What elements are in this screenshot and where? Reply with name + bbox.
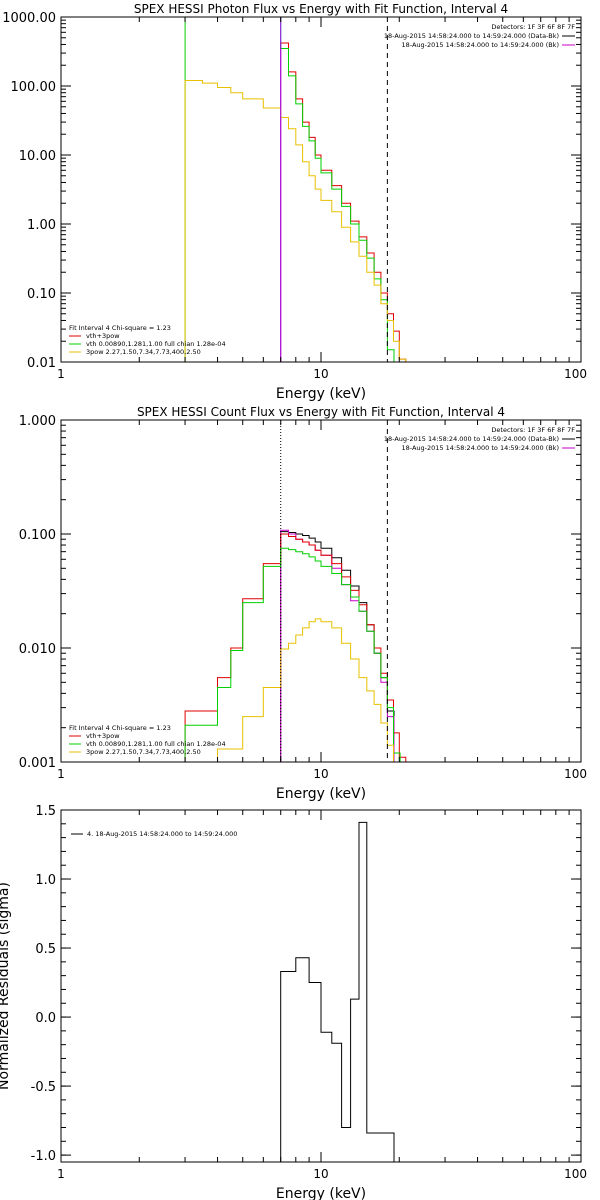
data-series-1 bbox=[280, 42, 407, 362]
info-line: Detectors: 1F 3F 6F 8F 7F bbox=[491, 426, 575, 434]
y-axis-ticks bbox=[61, 419, 581, 763]
legend-title: Fit Interval 4 Chi-square = 1.23 bbox=[69, 724, 171, 732]
y-axis-ticks bbox=[61, 16, 581, 363]
y-tick-label: 1.00 bbox=[27, 218, 56, 233]
x-tick-label: 10 bbox=[313, 367, 328, 381]
legend-entry: vth 0.00890,1.281,1.00 full chian 1.28e-… bbox=[86, 340, 226, 348]
y-tick-label: 0.010 bbox=[19, 642, 56, 657]
y-tick-label: 10.00 bbox=[19, 149, 56, 164]
data-area bbox=[184, 17, 407, 362]
legend: Fit Interval 4 Chi-square = 1.23vth+3pow… bbox=[69, 724, 226, 756]
x-axis-label: Energy (keV) bbox=[276, 1186, 366, 1200]
x-tick-label: 100 bbox=[564, 1167, 587, 1181]
y-tick-label: 0.5 bbox=[35, 942, 56, 957]
y-tick-label: 1.000 bbox=[19, 414, 56, 429]
chart-panel-1: SPEX HESSI Photon Flux vs Energy with Fi… bbox=[2, 2, 587, 402]
data-series-3 bbox=[184, 533, 407, 762]
y-tick-label: 0.01 bbox=[27, 356, 56, 371]
x-axis-label: Energy (keV) bbox=[276, 386, 366, 402]
data-series-2 bbox=[280, 529, 395, 762]
x-axis-label: Energy (keV) bbox=[276, 786, 366, 802]
chart-title: SPEX HESSI Photon Flux vs Energy with Fi… bbox=[134, 2, 508, 16]
x-tick-label: 10 bbox=[313, 1167, 328, 1181]
info-line: Detectors: 1F 3F 6F 8F 7F bbox=[491, 23, 575, 31]
info-line: 18-Aug-2015 14:58:24.000 to 14:59:24.000… bbox=[402, 444, 559, 452]
y-tick-label: 1.0 bbox=[35, 873, 56, 888]
y-axis-label: Normalized Residuals (sigma) bbox=[0, 882, 12, 1090]
plot-frame bbox=[60, 419, 582, 763]
x-axis-ticks bbox=[60, 810, 582, 1162]
data-series-5 bbox=[184, 618, 407, 762]
legend-entry: vth+3pow bbox=[86, 332, 120, 340]
legend-entry: vth+3pow bbox=[86, 732, 120, 740]
chart-panel-2: SPEX HESSI Count Flux vs Energy with Fit… bbox=[19, 405, 587, 802]
x-tick-label: 1 bbox=[57, 367, 65, 381]
info-line: 18-Aug-2015 14:58:24.000 to 14:59:24.000… bbox=[402, 41, 559, 49]
data-series-4 bbox=[184, 547, 401, 762]
x-tick-label: 100 bbox=[564, 367, 587, 381]
info-line: 18-Aug-2015 14:58:24.000 to 14:59:24.000… bbox=[384, 435, 559, 443]
y-tick-label: -0.5 bbox=[31, 1080, 56, 1095]
y-tick-label: 0.10 bbox=[27, 287, 56, 302]
x-axis-ticks bbox=[60, 420, 582, 762]
y-tick-label: 100.00 bbox=[11, 80, 57, 95]
x-axis-ticks bbox=[60, 17, 582, 362]
data-area bbox=[184, 529, 407, 762]
info-line: 18-Aug-2015 14:58:24.000 to 14:59:24.000… bbox=[384, 32, 559, 40]
chart-title: SPEX HESSI Count Flux vs Energy with Fit… bbox=[137, 405, 505, 419]
data-series-1 bbox=[280, 821, 395, 1162]
y-tick-label: 0.001 bbox=[19, 756, 56, 771]
legend: Fit Interval 4 Chi-square = 1.23vth+3pow… bbox=[69, 324, 226, 356]
legend-entry: vth 0.00890,1.281,1.00 full chian 1.28e-… bbox=[86, 740, 226, 748]
y-tick-label: 0.0 bbox=[35, 1011, 56, 1026]
y-tick-label: -1.0 bbox=[31, 1149, 56, 1164]
y-axis-ticks bbox=[61, 809, 581, 1156]
y-tick-label: 1.5 bbox=[35, 804, 56, 819]
legend-entry: 3pow 2.27,1.50,7.34,7.73,400,2.50 bbox=[86, 748, 201, 756]
y-tick-label: 0.100 bbox=[19, 528, 56, 543]
x-tick-label: 1 bbox=[57, 767, 65, 781]
legend-title: Fit Interval 4 Chi-square = 1.23 bbox=[69, 324, 171, 332]
data-series-2 bbox=[184, 17, 395, 362]
x-tick-label: 1 bbox=[57, 1167, 65, 1181]
data-series-3 bbox=[184, 80, 407, 362]
data-series-1 bbox=[280, 531, 395, 762]
y-tick-label: 1000.00 bbox=[2, 11, 56, 26]
legend-entry: 4. 18-Aug-2015 14:58:24.000 to 14:59:24.… bbox=[87, 830, 237, 838]
x-tick-label: 10 bbox=[313, 767, 328, 781]
chart-panel-3: 1 10 100 -1.0 -0.5 0.0 0.5 1.0 1.5 Energy (keV) No… bbox=[0, 804, 587, 1200]
x-tick-label: 100 bbox=[564, 767, 587, 781]
legend: 4. 18-Aug-2015 14:58:24.000 to 14:59:24.… bbox=[71, 830, 237, 838]
legend-entry: 3pow 2.27,1.50,7.34,7.73,400,2.50 bbox=[86, 348, 201, 356]
data-area bbox=[280, 821, 395, 1162]
